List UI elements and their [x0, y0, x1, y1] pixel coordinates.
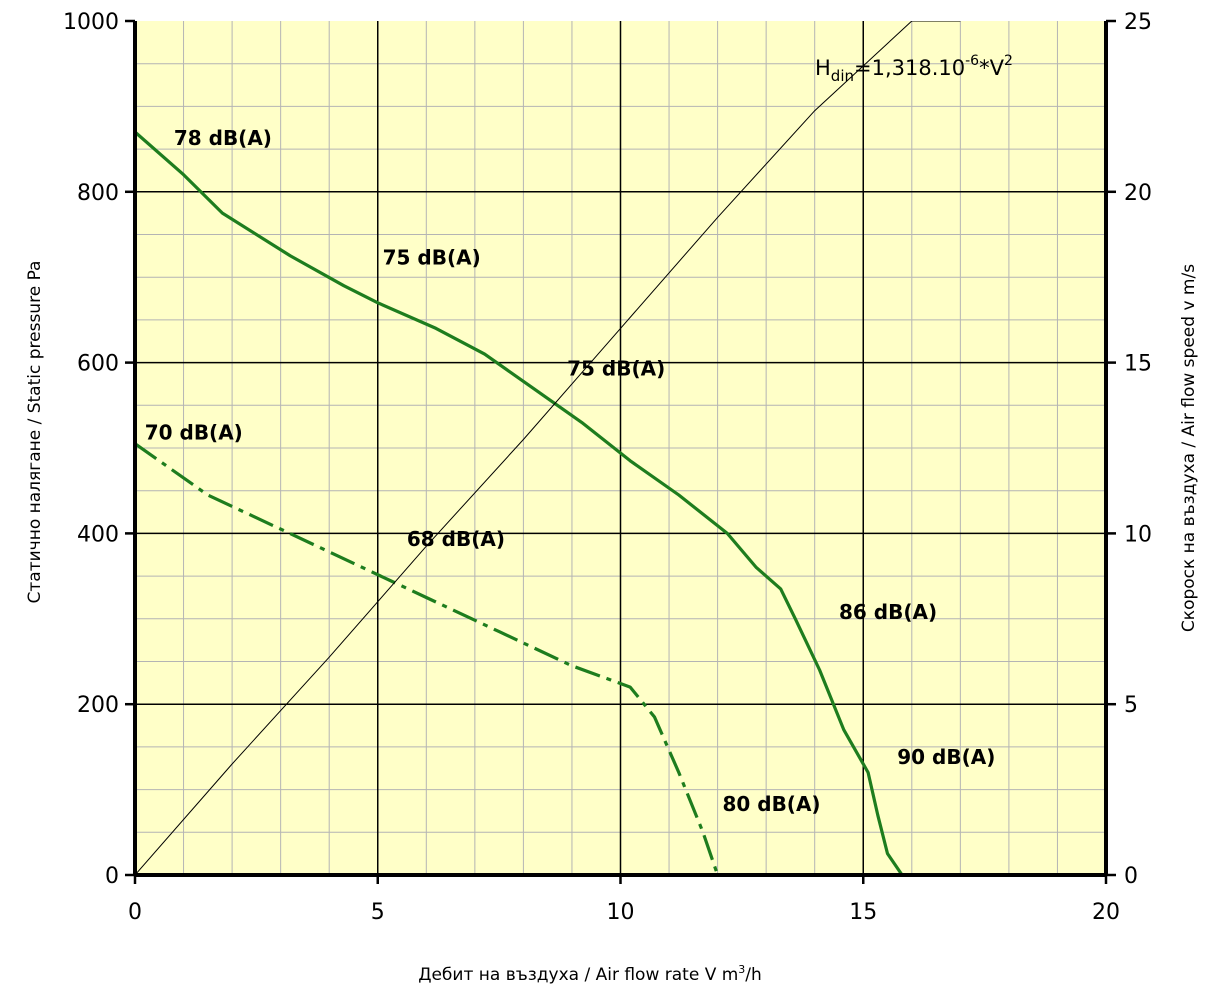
x-axis-label: Дебит на въздуха / Air flow rate V m3/h	[418, 963, 762, 985]
y-right-tick-label: 0	[1124, 864, 1138, 889]
x-tick-label: 0	[128, 900, 142, 925]
y-axis-left-label: Статично налягане / Static pressure Pa	[25, 261, 45, 604]
formula-annotation: Hdin=1,318.10-6*V2	[815, 53, 1013, 85]
x-tick-label: 20	[1092, 900, 1120, 925]
y-left-tick-label: 600	[77, 352, 119, 377]
y-left-tick-label: 400	[77, 522, 119, 547]
y-left-tick-label: 200	[77, 693, 119, 718]
curve-annotation: 78 dB(A)	[174, 126, 272, 150]
x-tick-label: 10	[607, 900, 635, 925]
curve-annotation: 75 dB(A)	[567, 356, 665, 380]
curve-annotation: 68 dB(A)	[407, 527, 505, 551]
curve-annotation: 70 dB(A)	[145, 420, 243, 444]
y-left-tick-label: 1000	[63, 10, 119, 35]
y-right-tick-label: 20	[1124, 181, 1152, 206]
x-tick-label: 5	[371, 900, 385, 925]
series-line-solid	[133, 130, 904, 876]
curves	[133, 21, 961, 876]
y-right-tick-label: 10	[1124, 522, 1152, 547]
x-tick-label: 15	[849, 900, 877, 925]
y-left-tick-label: 800	[77, 181, 119, 206]
curve-annotation: 90 dB(A)	[897, 745, 995, 769]
curve-annotation: 86 dB(A)	[839, 600, 937, 624]
series-line-dashed	[134, 442, 720, 876]
y-right-tick-label: 25	[1124, 10, 1152, 35]
curve-annotation: 75 dB(A)	[383, 245, 481, 269]
major-gridlines	[135, 21, 1106, 875]
curve-annotation: 80 dB(A)	[722, 792, 820, 816]
y-right-tick-label: 5	[1124, 693, 1138, 718]
y-axis-right-label: Скороск на въздуха / Air flow speed v m/…	[1179, 264, 1199, 632]
series-line-dynamic-pressure	[135, 21, 961, 875]
y-right-tick-label: 15	[1124, 352, 1152, 377]
curve-annotations: 78 dB(A) 75 dB(A) 75 dB(A) 70 dB(A) 68 dB(A)…	[145, 126, 996, 816]
y-left-tick-label: 0	[105, 864, 119, 889]
